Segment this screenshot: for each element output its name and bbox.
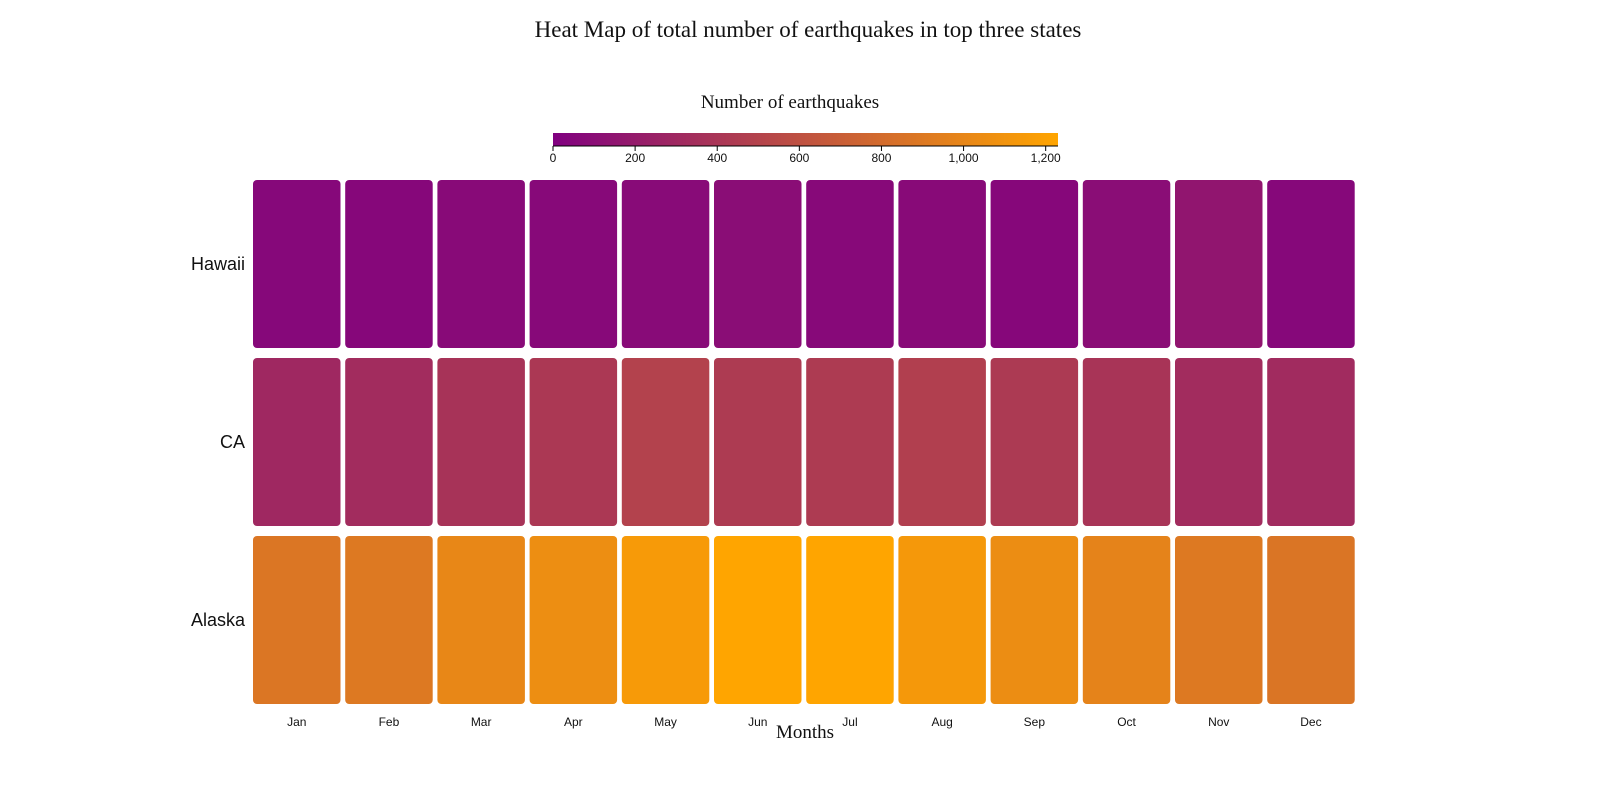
heatmap-cell-hawaii-jan — [253, 180, 341, 348]
heatmap-cell-hawaii-aug — [898, 180, 986, 348]
legend-tick-label: 800 — [871, 151, 891, 165]
heatmap-cell-alaska-jan — [253, 536, 341, 704]
heatmap-cell-alaska-may — [621, 536, 710, 704]
heatmap-cell-ca-sep — [990, 358, 1079, 526]
heatmap-cell-hawaii-mar — [437, 180, 525, 348]
heatmap-cell-hawaii-may — [621, 180, 710, 348]
heatmap-cell-ca-may — [621, 358, 710, 526]
legend-tick-label: 200 — [625, 151, 645, 165]
x-axis-label: Months — [776, 722, 834, 743]
legend-title: Number of earthquakes — [701, 92, 879, 113]
row-label-alaska: Alaska — [191, 610, 246, 630]
legend-tick-label: 600 — [789, 151, 809, 165]
heatmap-cell-hawaii-jul — [806, 180, 894, 348]
legend-tick-label: 400 — [707, 151, 727, 165]
heatmap-cell-ca-aug — [898, 358, 986, 526]
column-labels: Jan Feb Mar Apr May Jun Jul Aug Sep Oct Nov Dec — [287, 715, 1322, 729]
column-label-feb: Feb — [379, 715, 400, 729]
row-labels: Hawaii CA Alaska — [191, 254, 246, 630]
column-label-apr: Apr — [564, 715, 583, 729]
heatmap-cell-alaska-aug — [898, 536, 986, 704]
heatmap-cell-ca-oct — [1082, 358, 1171, 526]
heatmap-cell-hawaii-sep — [990, 180, 1079, 348]
heatmap-cell-hawaii-dec — [1267, 180, 1355, 348]
row-label-ca: CA — [220, 432, 245, 452]
heatmap-cell-ca-jan — [253, 358, 341, 526]
column-label-jan: Jan — [287, 715, 306, 729]
heatmap-cell-alaska-sep — [990, 536, 1079, 704]
column-label-mar: Mar — [471, 715, 492, 729]
column-label-aug: Aug — [931, 715, 952, 729]
column-label-nov: Nov — [1208, 715, 1229, 729]
heatmap-cell-alaska-nov — [1175, 536, 1263, 704]
heatmap-cell-ca-dec — [1267, 358, 1355, 526]
legend-tick-label: 1,000 — [949, 151, 979, 165]
heatmap-cells — [253, 180, 1355, 704]
legend-tick-label: 1,200 — [1031, 151, 1061, 165]
column-label-may: May — [654, 715, 677, 729]
legend-tick-label: 0 — [550, 151, 557, 165]
heatmap-cell-alaska-jul — [806, 536, 894, 704]
heatmap-cell-alaska-dec — [1267, 536, 1355, 704]
chart-title: Heat Map of total number of earthquakes … — [535, 17, 1082, 42]
heatmap-cell-ca-feb — [345, 358, 433, 526]
heatmap-cell-hawaii-jun — [714, 180, 802, 348]
column-label-oct: Oct — [1117, 715, 1136, 729]
heatmap-cell-ca-mar — [437, 358, 525, 526]
heatmap-cell-hawaii-nov — [1175, 180, 1263, 348]
heatmap-cell-alaska-apr — [529, 536, 618, 704]
heatmap-cell-hawaii-oct — [1082, 180, 1171, 348]
heatmap-cell-alaska-feb — [345, 536, 433, 704]
heatmap-cell-alaska-jun — [714, 536, 802, 704]
column-label-jun: Jun — [748, 715, 767, 729]
heatmap-cell-ca-apr — [529, 358, 618, 526]
heatmap-cell-alaska-mar — [437, 536, 525, 704]
legend-color-bar — [553, 133, 1058, 146]
heatmap-cell-ca-jun — [714, 358, 802, 526]
column-label-jul: Jul — [842, 715, 857, 729]
heatmap-cell-hawaii-apr — [529, 180, 618, 348]
column-label-dec: Dec — [1300, 715, 1321, 729]
column-label-sep: Sep — [1024, 715, 1046, 729]
heatmap-cell-alaska-oct — [1082, 536, 1171, 704]
row-label-hawaii: Hawaii — [191, 254, 245, 274]
heatmap-cell-ca-jul — [806, 358, 894, 526]
heatmap-cell-hawaii-feb — [345, 180, 433, 348]
legend-axis: 0 200 400 600 800 1,000 1,200 — [550, 145, 1061, 165]
heatmap-cell-ca-nov — [1175, 358, 1263, 526]
